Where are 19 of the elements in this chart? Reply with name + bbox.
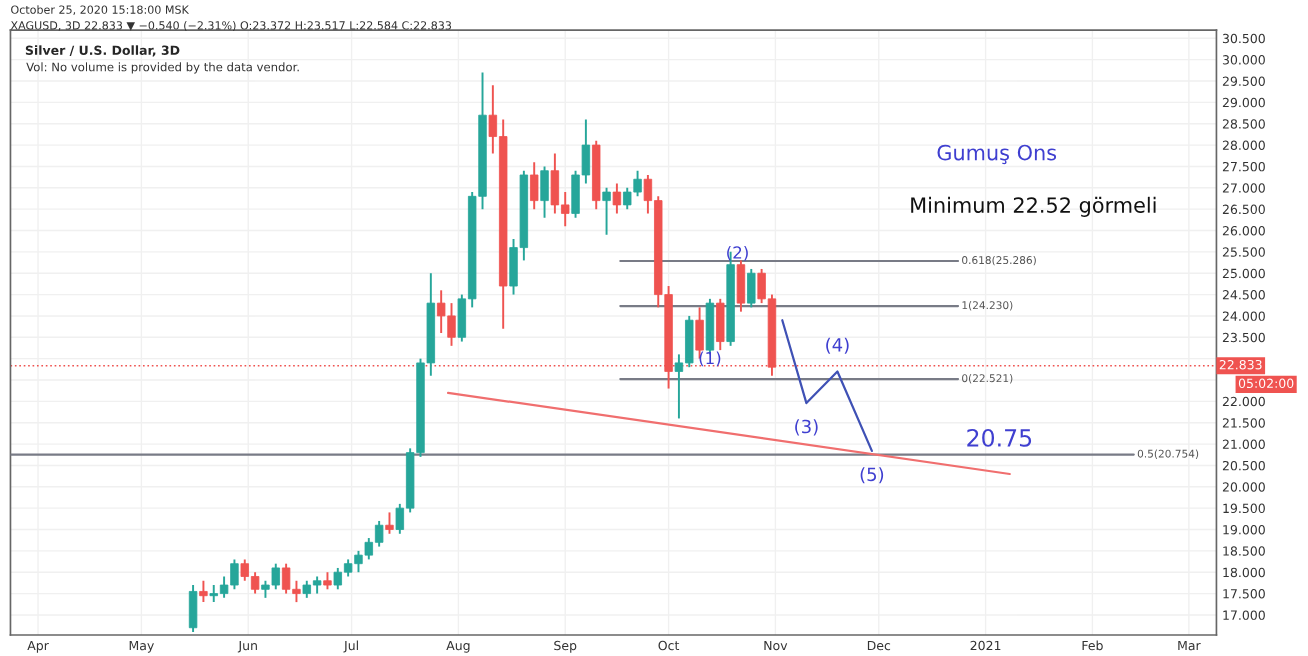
line-series bbox=[781, 319, 873, 453]
annotation: (5) bbox=[860, 467, 884, 484]
annotation: (1) bbox=[699, 351, 721, 367]
annotation: (3) bbox=[795, 419, 818, 436]
candlestick bbox=[199, 579, 208, 604]
candlestick bbox=[716, 297, 725, 352]
annotation: 20.75 bbox=[967, 428, 1032, 447]
candlestick bbox=[188, 584, 198, 633]
candlestick bbox=[747, 267, 756, 309]
candlestick bbox=[602, 186, 611, 236]
candlestick bbox=[540, 165, 549, 219]
annotation: (4) bbox=[826, 337, 849, 354]
candlestick bbox=[736, 259, 746, 313]
annotation: Gumuş Ons bbox=[937, 144, 1057, 165]
candlestick bbox=[529, 161, 539, 211]
annotation: (2) bbox=[727, 245, 748, 261]
candlestick bbox=[385, 511, 394, 535]
candlestick bbox=[612, 182, 622, 215]
annotation: Minimum 22.52 görmeli bbox=[911, 196, 1156, 217]
